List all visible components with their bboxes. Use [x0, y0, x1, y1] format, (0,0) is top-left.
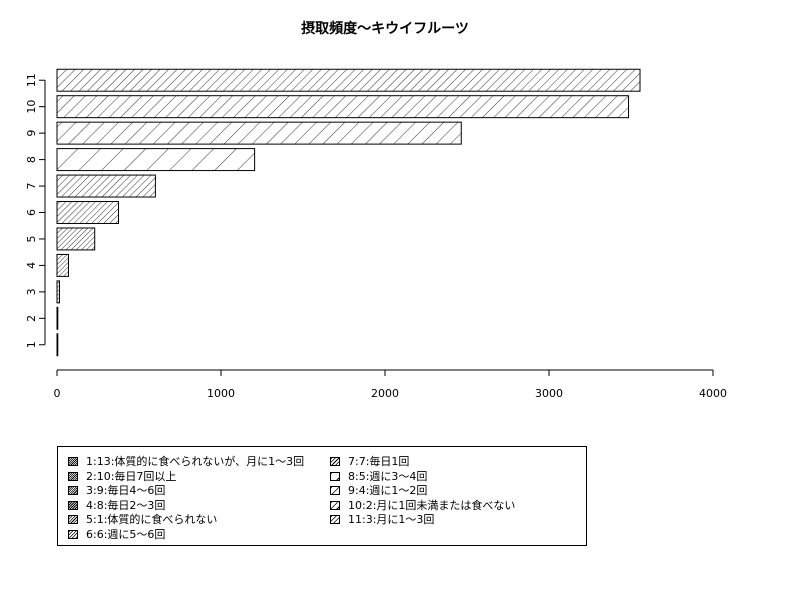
y-tick-label: 5: [25, 235, 38, 242]
legend-entry: 10:2:月に1回未満または食べない: [330, 499, 515, 513]
legend-label: 3:9:毎日4～6回: [86, 484, 166, 498]
bar-3: [56, 280, 60, 304]
legend-label: 2:10:毎日7回以上: [86, 469, 177, 483]
legend: 1:13:体質的に食べられないが、月に1～3回 2:10:毎日7回以上 3:9:毎日…: [57, 446, 587, 546]
x-tick-label: 3000: [535, 387, 563, 400]
legend-entry: 3:9:毎日4～6回: [68, 484, 165, 498]
legend-swatch: [330, 457, 340, 466]
bar-2: [56, 306, 59, 330]
legend-swatch: [68, 530, 78, 539]
legend-label: 10:2:月に1回未満または食べない: [348, 498, 516, 512]
y-tick-label: 7: [25, 183, 38, 190]
legend-entry: 9:4:週に1～2回: [330, 484, 427, 498]
legend-swatch: [330, 486, 340, 496]
legend-label: 5:1:体質的に食べられない: [86, 513, 218, 527]
bar-8: [56, 148, 256, 172]
bar-5: [56, 227, 96, 251]
legend-swatch: [68, 500, 78, 510]
legend-entry: 11:3:月に1～3回: [330, 513, 434, 527]
y-tick-label: 3: [25, 288, 38, 295]
legend-swatch: [330, 515, 340, 525]
legend-label: 7:7:毎日1回: [348, 455, 410, 468]
legend-entry: 7:7:毎日1回: [330, 455, 409, 469]
legend-swatch: [330, 500, 340, 510]
legend-label: 8:5:週に3～4回: [348, 469, 428, 483]
y-tick-label: 2: [25, 315, 38, 322]
bar-7: [56, 174, 156, 198]
legend-label: 4:8:毎日2～3回: [86, 498, 166, 512]
legend-entry: 2:10:毎日7回以上: [68, 470, 176, 484]
legend-swatch: [330, 471, 340, 481]
legend-entry: 1:13:体質的に食べられないが、月に1～3回: [68, 455, 304, 469]
legend-swatch: [68, 457, 78, 466]
x-tick-label: 2000: [371, 387, 399, 400]
bar-1: [56, 333, 59, 357]
legend-swatch: [68, 515, 78, 525]
x-tick-label: 4000: [699, 387, 727, 400]
bar-11: [56, 68, 641, 92]
legend-entry: 4:8:毎日2～3回: [68, 499, 165, 513]
bar-9: [56, 121, 462, 145]
y-tick-label: 9: [25, 130, 38, 137]
legend-entry: 8:5:週に3～4回: [330, 470, 427, 484]
legend-swatch: [68, 471, 78, 481]
y-tick-label: 11: [25, 73, 38, 87]
y-tick-label: 1: [25, 341, 38, 348]
x-tick-label: 1000: [207, 387, 235, 400]
y-tick-label: 6: [25, 209, 38, 216]
bar-10: [56, 95, 630, 119]
y-tick-label: 4: [25, 262, 38, 269]
chart-title: 摂取頻度～キウイフルーツ: [301, 21, 469, 37]
y-tick-label: 10: [25, 100, 38, 114]
x-tick-label: 0: [54, 387, 61, 400]
legend-label: 6:6:週に5～6回: [86, 528, 166, 541]
bar-4: [56, 253, 69, 277]
legend-swatch: [68, 486, 78, 496]
legend-entry: 5:1:体質的に食べられない: [68, 513, 217, 527]
bar-6: [56, 201, 119, 224]
legend-entry: 6:6:週に5～6回: [68, 528, 165, 542]
y-tick-label: 8: [25, 156, 38, 163]
legend-label: 9:4:週に1～2回: [348, 484, 428, 498]
legend-label: 1:13:体質的に食べられないが、月に1～3回: [86, 455, 305, 468]
legend-label: 11:3:月に1～3回: [348, 513, 435, 527]
